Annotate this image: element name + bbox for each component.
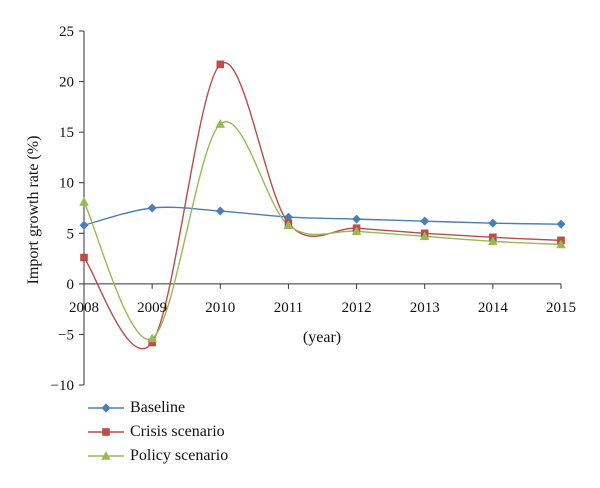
y-tick-label: 25	[59, 24, 74, 40]
legend-swatch-marker	[101, 451, 111, 460]
x-axis-label: (year)	[303, 329, 341, 346]
y-tick-label: 20	[59, 75, 74, 91]
legend-swatch	[88, 403, 124, 413]
legend-item: Baseline	[86, 396, 228, 420]
data-point	[556, 219, 566, 229]
data-point	[147, 333, 157, 343]
legend-label: Baseline	[130, 399, 186, 416]
data-point	[79, 196, 89, 206]
data-point	[420, 216, 430, 226]
y-tick-label: 0	[67, 277, 75, 293]
data-point	[351, 226, 362, 236]
data-point	[556, 239, 566, 249]
x-tick-label: 2014	[478, 300, 509, 316]
legend-item: Crisis scenario	[86, 420, 228, 444]
data-point	[488, 236, 498, 246]
tick-labels: −10 −5 0 5 10 15 20 25 2008 2009 2010 2011 2012 2013 2…	[51, 24, 576, 394]
legend: Baseline Crisis scenario Policy scenario	[86, 396, 228, 468]
legend-label: Policy scenario	[130, 447, 229, 464]
data-point	[80, 253, 88, 262]
data-point	[283, 212, 293, 222]
legend-swatch-marker	[101, 403, 111, 413]
series-markers	[79, 60, 566, 347]
x-tick-label: 2015	[546, 300, 576, 316]
data-point	[79, 220, 89, 230]
x-tick-label: 2010	[205, 300, 235, 316]
legend-swatch	[88, 428, 124, 436]
y-tick-label: 10	[59, 176, 74, 192]
data-point	[283, 220, 294, 229]
axes	[79, 30, 562, 386]
data-point	[215, 119, 226, 128]
x-tick-label: 2013	[410, 300, 440, 316]
data-point	[352, 214, 362, 224]
y-tick-label: −10	[51, 378, 74, 394]
y-tick-label: −5	[58, 327, 74, 343]
x-tick-label: 2008	[69, 300, 99, 316]
x-tick-label: 2012	[342, 300, 372, 316]
data-point	[215, 206, 225, 216]
y-tick-label: 15	[59, 125, 74, 141]
legend-swatch-marker	[102, 428, 110, 436]
data-point	[147, 203, 157, 213]
y-tick-label: 5	[67, 226, 75, 242]
legend-swatch	[88, 451, 124, 460]
x-tick-label: 2011	[274, 300, 303, 316]
x-tick-label: 2009	[137, 300, 167, 316]
data-point	[488, 218, 498, 228]
legend-item: Policy scenario	[86, 444, 228, 468]
data-point	[419, 231, 430, 241]
data-point	[148, 338, 156, 347]
series-line-0	[83, 206, 562, 226]
y-axis-label: Import growth rate (%)	[25, 136, 42, 285]
data-point	[216, 60, 225, 69]
legend-label: Crisis scenario	[130, 423, 225, 440]
